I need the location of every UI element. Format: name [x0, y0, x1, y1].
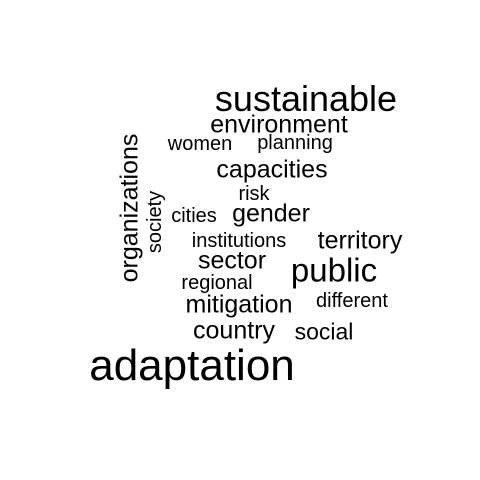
- word-organizations: organizations: [115, 133, 144, 283]
- word-public: public: [290, 251, 378, 289]
- word-mitigation: mitigation: [185, 290, 293, 319]
- word-territory: territory: [317, 226, 403, 255]
- word-social: social: [294, 318, 354, 345]
- word-capacities: capacities: [216, 155, 328, 184]
- word-institutions: institutions: [191, 230, 287, 252]
- word-society: society: [144, 190, 166, 254]
- word-planning: planning: [257, 132, 333, 154]
- word-adaptation: adaptation: [89, 341, 295, 390]
- word-cities: cities: [171, 205, 217, 227]
- word-regional: regional: [181, 272, 253, 294]
- word-sector: sector: [197, 246, 267, 275]
- word-different: different: [316, 290, 388, 312]
- word-risk: risk: [238, 183, 270, 205]
- word-gender: gender: [232, 199, 310, 228]
- word-country: country: [193, 316, 275, 345]
- word-environment: environment: [210, 110, 348, 139]
- word-women: women: [167, 133, 233, 155]
- word-sustainable: sustainable: [214, 78, 398, 119]
